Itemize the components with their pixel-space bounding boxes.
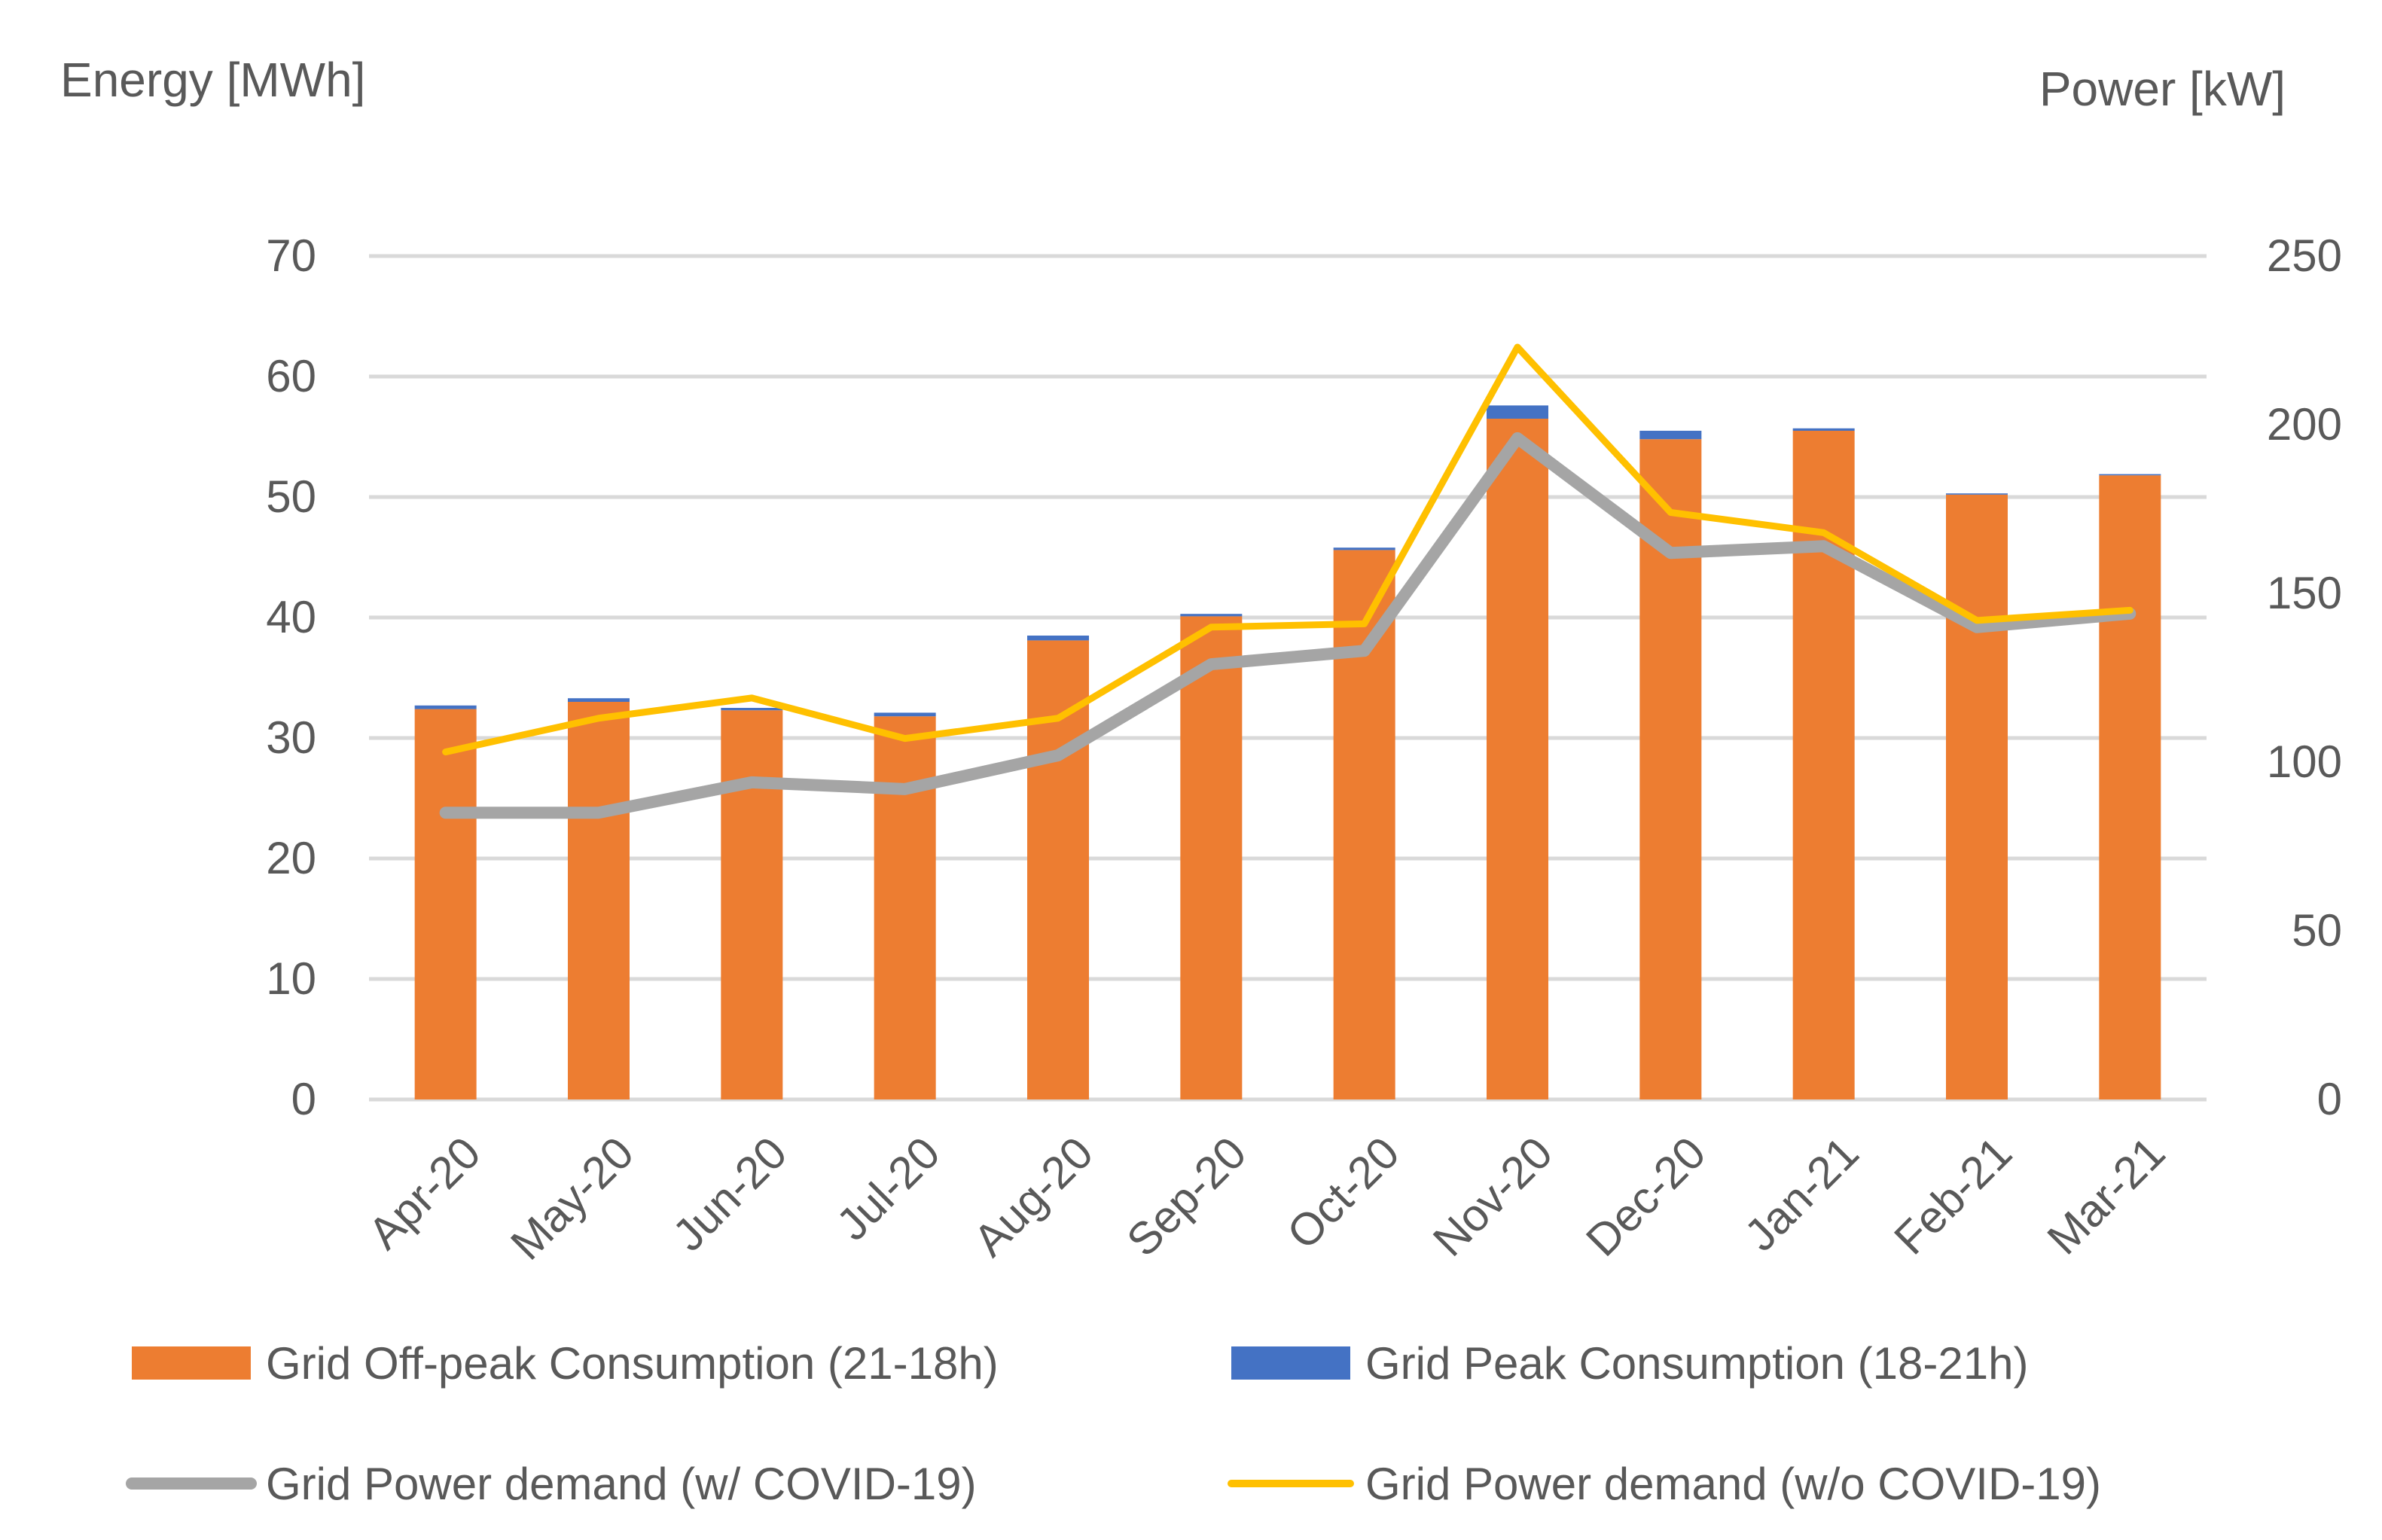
bar-peak: [568, 698, 630, 702]
x-tick-label: May-20: [501, 1127, 643, 1270]
line-without-covid: [442, 343, 2133, 756]
x-tick-label: Jan-21: [1735, 1127, 1868, 1261]
legend: Grid Off-peak Consumption (21-18h) Grid P…: [126, 1338, 2101, 1509]
bar-peak: [874, 712, 936, 717]
x-tick-label: Mar-21: [2038, 1127, 2175, 1264]
bar-peak: [1792, 428, 1855, 431]
line-with-covid: [439, 432, 2136, 819]
left-tick-label: 20: [266, 833, 316, 883]
x-tick-label: Apr-20: [358, 1127, 490, 1259]
x-tick-label: Jul-20: [827, 1127, 950, 1250]
left-tick-label: 50: [266, 471, 316, 522]
right-tick-label: 100: [2267, 736, 2342, 787]
bar-peak: [414, 705, 477, 709]
left-axis-ticks: 0 10 20 30 40 50 60 70: [266, 230, 316, 1124]
x-tick-label: Nov-20: [1423, 1127, 1562, 1266]
gridlines: [369, 254, 2207, 1102]
bars: [414, 405, 2161, 1099]
bar-offpeak: [1946, 494, 2008, 1099]
bar-offpeak: [2099, 475, 2161, 1099]
x-tick-label: Aug-20: [964, 1127, 1103, 1266]
x-tick-label: Sep-20: [1117, 1127, 1255, 1266]
legend-swatch: [1231, 1346, 1350, 1380]
legend-swatch: [132, 1346, 251, 1380]
right-axis-ticks: 0 50 100 150 200 250: [2267, 230, 2342, 1124]
x-tick-label: Oct-20: [1277, 1127, 1409, 1259]
bar-offpeak: [414, 709, 477, 1099]
bar-offpeak: [568, 702, 630, 1099]
right-axis-title: Power [kW]: [2039, 62, 2286, 116]
right-tick-label: 50: [2292, 905, 2342, 956]
left-tick-label: 60: [266, 351, 316, 401]
bar-offpeak: [1333, 550, 1395, 1099]
x-axis-ticks: Apr-20 May-20 Jun-20 Jul-20 Aug-20 Sep-20 Oct-…: [358, 1127, 2174, 1270]
legend-label: Grid Power demand (w/ COVID-19): [266, 1459, 977, 1509]
bar-offpeak: [721, 710, 783, 1099]
bar-peak: [1027, 636, 1089, 641]
bar-offpeak: [1487, 419, 1548, 1099]
x-tick-label: Dec-20: [1576, 1127, 1715, 1266]
bar-peak: [1946, 493, 2008, 495]
left-tick-label: 40: [266, 592, 316, 642]
legend-label: Grid Peak Consumption (18-21h): [1365, 1338, 2028, 1389]
right-tick-label: 250: [2267, 230, 2342, 281]
left-tick-label: 70: [266, 230, 316, 281]
left-tick-label: 30: [266, 712, 316, 763]
x-tick-label: Feb-21: [1884, 1127, 2021, 1264]
legend-label: Grid Power demand (w/o COVID-19): [1365, 1459, 2101, 1509]
bar-peak: [1333, 547, 1395, 550]
bar-peak: [1639, 431, 1702, 440]
left-axis-title: Energy [MWh]: [60, 53, 365, 107]
right-tick-label: 150: [2267, 568, 2342, 618]
left-tick-label: 0: [291, 1074, 316, 1124]
bar-offpeak: [1180, 616, 1243, 1099]
bar-peak: [1180, 614, 1243, 617]
right-tick-label: 200: [2267, 399, 2342, 450]
bar-offpeak: [874, 716, 936, 1099]
lines: [439, 343, 2136, 819]
left-tick-label: 10: [266, 953, 316, 1004]
bar-peak: [1487, 405, 1548, 419]
x-tick-label: Jun-20: [663, 1127, 796, 1261]
bar-peak: [721, 708, 783, 711]
legend-label: Grid Off-peak Consumption (21-18h): [266, 1338, 999, 1389]
right-tick-label: 0: [2317, 1074, 2342, 1124]
bar-peak: [2099, 474, 2161, 476]
